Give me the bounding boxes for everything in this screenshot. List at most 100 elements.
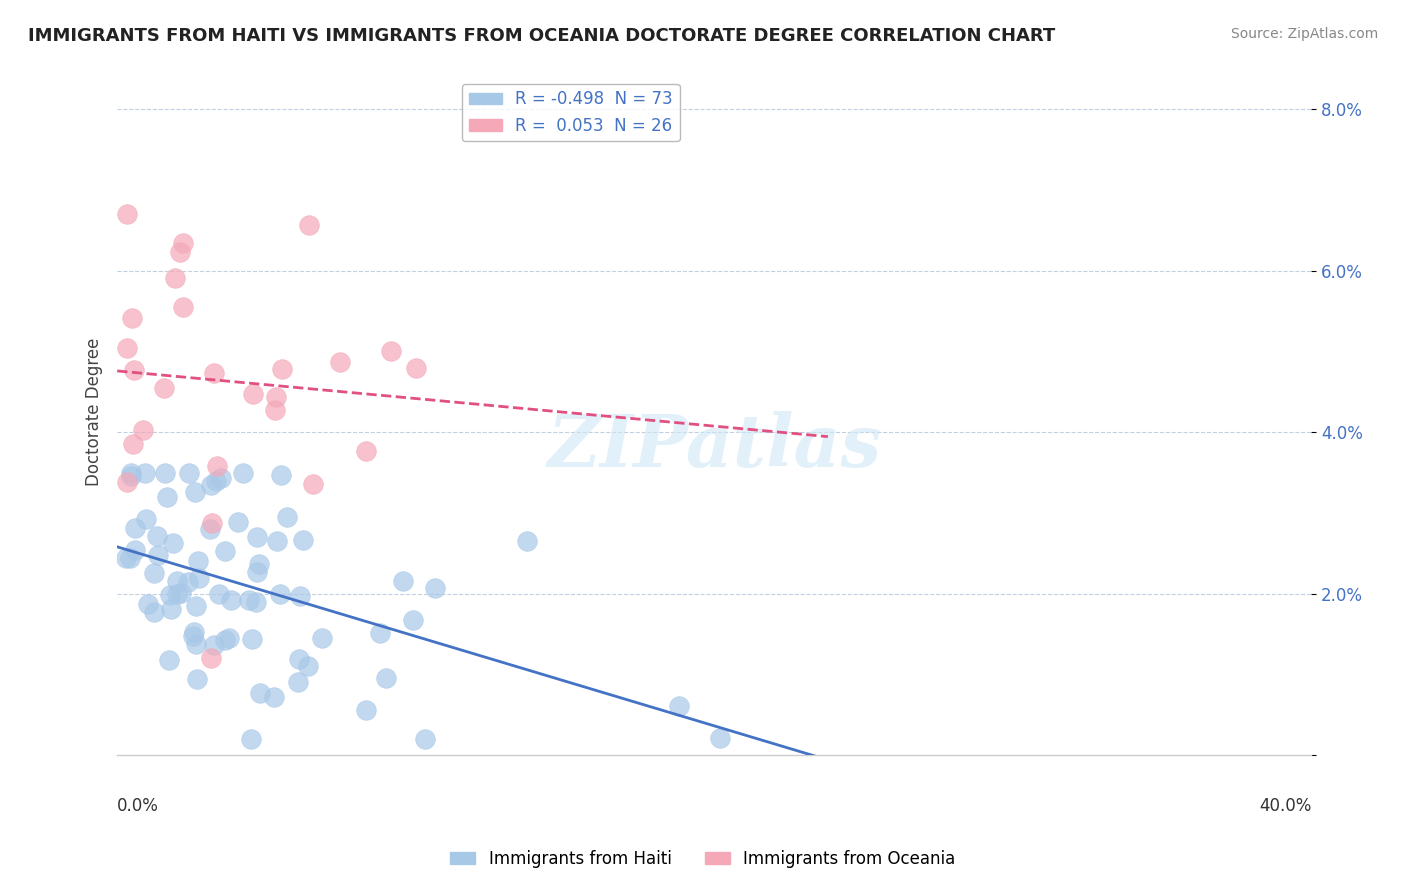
Point <box>115 551 138 566</box>
Point <box>136 597 159 611</box>
Point <box>246 565 269 579</box>
Point <box>709 731 731 745</box>
Point <box>121 310 143 325</box>
Point <box>165 271 187 285</box>
Text: 0.0%: 0.0% <box>117 797 159 814</box>
Point <box>269 587 291 601</box>
Point <box>263 690 285 705</box>
Point <box>162 535 184 549</box>
Point <box>375 671 398 685</box>
Point <box>226 515 249 529</box>
Point <box>166 587 188 601</box>
Point <box>205 474 228 488</box>
Point <box>200 522 222 536</box>
Point <box>166 574 188 589</box>
Point <box>291 533 314 547</box>
Point <box>124 543 146 558</box>
Point <box>134 466 156 480</box>
Point <box>187 554 209 568</box>
Point <box>271 361 294 376</box>
Point <box>202 639 225 653</box>
Point <box>183 629 205 643</box>
Point <box>264 403 287 417</box>
Point <box>121 437 143 451</box>
Point <box>183 625 205 640</box>
Point <box>200 478 222 492</box>
Point <box>287 675 309 690</box>
Point <box>115 207 138 221</box>
Point <box>122 363 145 377</box>
Point <box>132 423 155 437</box>
Point <box>238 592 260 607</box>
Point <box>169 245 191 260</box>
Point <box>172 300 194 314</box>
Legend: Immigrants from Haiti, Immigrants from Oceania: Immigrants from Haiti, Immigrants from O… <box>444 844 962 875</box>
Point <box>668 699 690 714</box>
Point <box>302 476 325 491</box>
Point <box>240 632 263 646</box>
Point <box>208 587 231 601</box>
Point <box>184 484 207 499</box>
Point <box>425 581 447 595</box>
Point <box>214 632 236 647</box>
Point <box>290 590 312 604</box>
Point <box>218 631 240 645</box>
Point <box>156 490 179 504</box>
Point <box>354 444 377 458</box>
Point <box>380 343 402 358</box>
Point <box>247 557 270 571</box>
Point <box>266 534 288 549</box>
Point <box>143 606 166 620</box>
Point <box>117 342 139 356</box>
Point <box>159 588 181 602</box>
Point <box>188 571 211 585</box>
Point <box>245 530 267 544</box>
Point <box>270 468 292 483</box>
Point <box>405 361 427 376</box>
Point <box>205 459 228 474</box>
Point <box>392 574 415 588</box>
Point <box>153 466 176 480</box>
Point <box>242 387 264 401</box>
Text: ZIPatlas: ZIPatlas <box>547 411 882 482</box>
Point <box>249 686 271 700</box>
Point <box>209 471 232 485</box>
Point <box>202 366 225 380</box>
Point <box>142 566 165 581</box>
Point <box>146 529 169 543</box>
Text: Source: ZipAtlas.com: Source: ZipAtlas.com <box>1230 27 1378 41</box>
Point <box>124 520 146 534</box>
Point <box>135 512 157 526</box>
Point <box>298 218 321 232</box>
Point <box>368 625 391 640</box>
Text: 40.0%: 40.0% <box>1258 797 1312 814</box>
Point <box>115 475 138 489</box>
Point <box>200 651 222 665</box>
Point <box>184 637 207 651</box>
Point <box>354 703 377 717</box>
Point <box>219 593 242 607</box>
Point <box>118 550 141 565</box>
Point <box>120 466 142 480</box>
Point <box>264 391 287 405</box>
Point <box>214 543 236 558</box>
Point <box>160 602 183 616</box>
Point <box>329 355 352 369</box>
Y-axis label: Doctorate Degree: Doctorate Degree <box>86 338 103 486</box>
Point <box>186 672 208 686</box>
Point <box>297 658 319 673</box>
Point <box>276 509 298 524</box>
Legend: R = -0.498  N = 73, R =  0.053  N = 26: R = -0.498 N = 73, R = 0.053 N = 26 <box>463 84 679 142</box>
Point <box>186 599 208 613</box>
Point <box>311 631 333 645</box>
Point <box>231 466 253 480</box>
Point <box>288 651 311 665</box>
Point <box>179 466 201 480</box>
Point <box>153 381 176 395</box>
Point <box>146 549 169 563</box>
Point <box>402 613 425 627</box>
Point <box>170 586 193 600</box>
Point <box>201 516 224 530</box>
Point <box>177 574 200 589</box>
Point <box>516 534 538 549</box>
